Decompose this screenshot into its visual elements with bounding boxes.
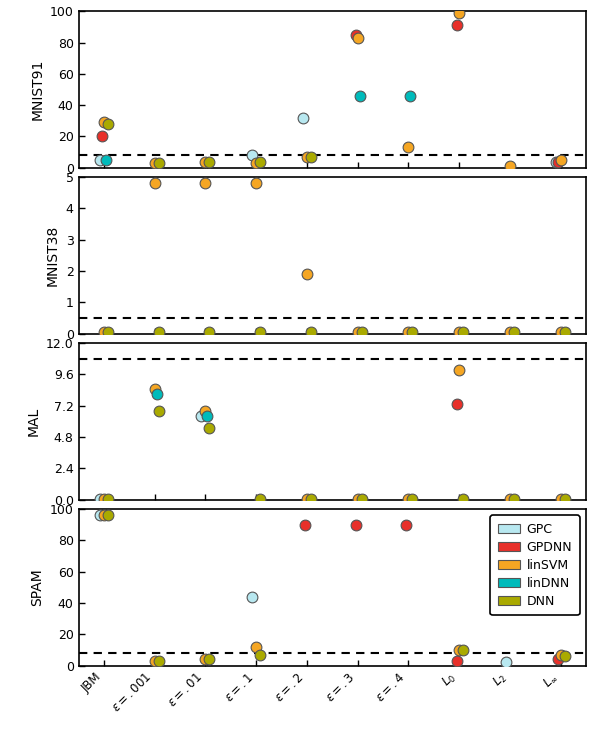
Point <box>306 326 316 338</box>
Point <box>99 326 109 338</box>
Point <box>551 156 561 168</box>
Point <box>99 117 109 129</box>
Point <box>97 131 107 143</box>
Point <box>408 326 417 338</box>
Point <box>554 653 564 666</box>
Point <box>205 653 214 666</box>
Point <box>454 7 464 19</box>
Point <box>405 89 415 102</box>
Point <box>154 157 164 169</box>
Point <box>556 326 565 338</box>
Legend: GPC, GPDNN, linSVM, linDNN, DNN: GPC, GPDNN, linSVM, linDNN, DNN <box>490 515 580 615</box>
Point <box>205 422 214 434</box>
Point <box>302 493 312 505</box>
Point <box>255 648 265 660</box>
Point <box>403 141 413 153</box>
Point <box>152 388 161 400</box>
Y-axis label: MAL: MAL <box>27 407 40 436</box>
Point <box>205 156 214 168</box>
Point <box>302 151 312 163</box>
Point <box>353 493 362 505</box>
Point <box>556 154 565 166</box>
Point <box>201 156 210 168</box>
Point <box>302 268 312 280</box>
Point <box>556 493 565 505</box>
Point <box>458 326 468 338</box>
Point <box>300 519 310 531</box>
Point <box>452 655 462 667</box>
Point <box>357 326 367 338</box>
Point <box>505 160 515 172</box>
Point <box>505 326 515 338</box>
Point <box>95 493 104 505</box>
Point <box>501 656 510 669</box>
Point <box>560 650 570 663</box>
Point <box>255 326 265 338</box>
Point <box>150 383 159 395</box>
Point <box>251 157 261 169</box>
Point <box>306 493 316 505</box>
Point <box>454 326 464 338</box>
Point <box>103 118 113 130</box>
Point <box>355 89 364 102</box>
Point <box>247 149 257 161</box>
Point <box>255 156 265 168</box>
Point <box>353 32 362 44</box>
Point <box>95 509 104 521</box>
Point <box>154 655 164 667</box>
Point <box>101 154 111 166</box>
Point <box>201 653 210 666</box>
Point <box>402 519 411 531</box>
Point <box>403 493 413 505</box>
Point <box>458 493 468 505</box>
Point <box>408 493 417 505</box>
Point <box>452 399 462 411</box>
Point <box>509 493 519 505</box>
Point <box>554 156 564 168</box>
Y-axis label: SPAM: SPAM <box>30 569 44 606</box>
Point <box>251 641 261 653</box>
Y-axis label: MNIST38: MNIST38 <box>46 225 60 286</box>
Point <box>154 405 164 417</box>
Point <box>452 20 462 32</box>
Point <box>505 493 515 505</box>
Point <box>247 590 257 602</box>
Point <box>99 493 109 505</box>
Point <box>458 644 468 656</box>
Point <box>103 326 113 338</box>
Point <box>351 29 361 41</box>
Point <box>154 326 164 338</box>
Point <box>196 410 206 422</box>
Point <box>353 326 362 338</box>
Point <box>201 405 210 417</box>
Y-axis label: MNIST91: MNIST91 <box>30 59 44 120</box>
Point <box>150 157 159 169</box>
Point <box>201 177 210 190</box>
Point <box>509 326 519 338</box>
Point <box>556 648 565 660</box>
Point <box>454 365 464 377</box>
Point <box>454 644 464 656</box>
Point <box>560 326 570 338</box>
Point <box>357 493 367 505</box>
Point <box>95 154 104 166</box>
Point <box>255 493 265 505</box>
Point <box>150 177 159 190</box>
Point <box>351 519 361 531</box>
Point <box>251 177 261 190</box>
Point <box>99 509 109 521</box>
Point <box>103 493 113 505</box>
Point <box>306 151 316 163</box>
Point <box>403 326 413 338</box>
Point <box>103 509 113 521</box>
Point <box>205 326 214 338</box>
Point <box>150 655 159 667</box>
Point <box>560 493 570 505</box>
Point <box>298 112 307 124</box>
Point <box>202 410 212 422</box>
